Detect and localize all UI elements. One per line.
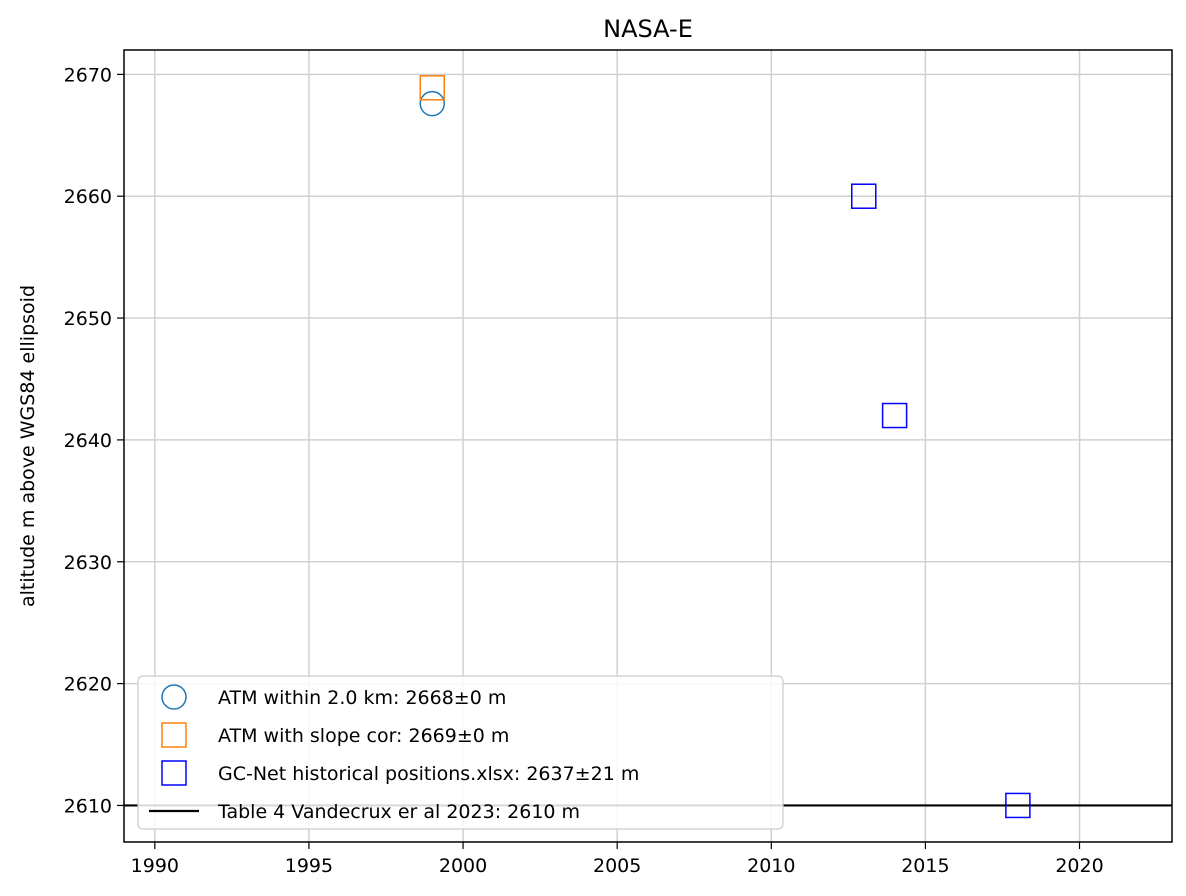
data-point-circle [419,90,445,117]
y-tick-label: 2660 [64,186,112,208]
data-point-square [881,402,908,429]
legend-label: ATM within 2.0 km: 2668±0 m [218,687,506,709]
y-tick-label: 2610 [64,795,112,817]
grid [124,50,1172,842]
x-tick-label: 2005 [593,855,641,877]
data-point-square [851,183,877,209]
legend-marker [161,684,187,710]
x-tick-label: 2020 [1055,855,1103,877]
legend-marker [161,722,187,748]
x-tick-label: 2015 [901,855,949,877]
y-tick-label: 2640 [64,430,112,452]
data-point-square [419,75,445,101]
plot-frame [123,49,1173,843]
legend-label: GC-Net historical positions.xlsx: 2637±2… [218,763,639,785]
chart-title: NASA-E [603,15,693,43]
legend-label: ATM with slope cor: 2669±0 m [218,725,509,747]
y-tick-label: 2650 [64,308,112,330]
axis-ticks: 1990 1995 2000 2005 2010 2015 2020 2610 2620 2630… [64,64,1104,877]
x-tick-label: 1990 [131,855,179,877]
legend: ATM within 2.0 km: 2668±0 m ATM with slop… [137,675,784,830]
y-tick-label: 2620 [64,674,112,696]
x-tick-label: 2000 [439,855,487,877]
x-tick-label: 2010 [747,855,795,877]
y-tick-label: 2670 [64,64,112,86]
legend-label: Table 4 Vandecrux er al 2023: 2610 m [217,801,580,823]
legend-marker [161,760,187,786]
y-axis-label: altitude m above WGS84 ellipsoid [17,285,39,607]
y-tick-label: 2630 [64,552,112,574]
legend-box [137,675,784,830]
x-tick-label: 1995 [285,855,333,877]
data-point-square [1005,792,1031,819]
